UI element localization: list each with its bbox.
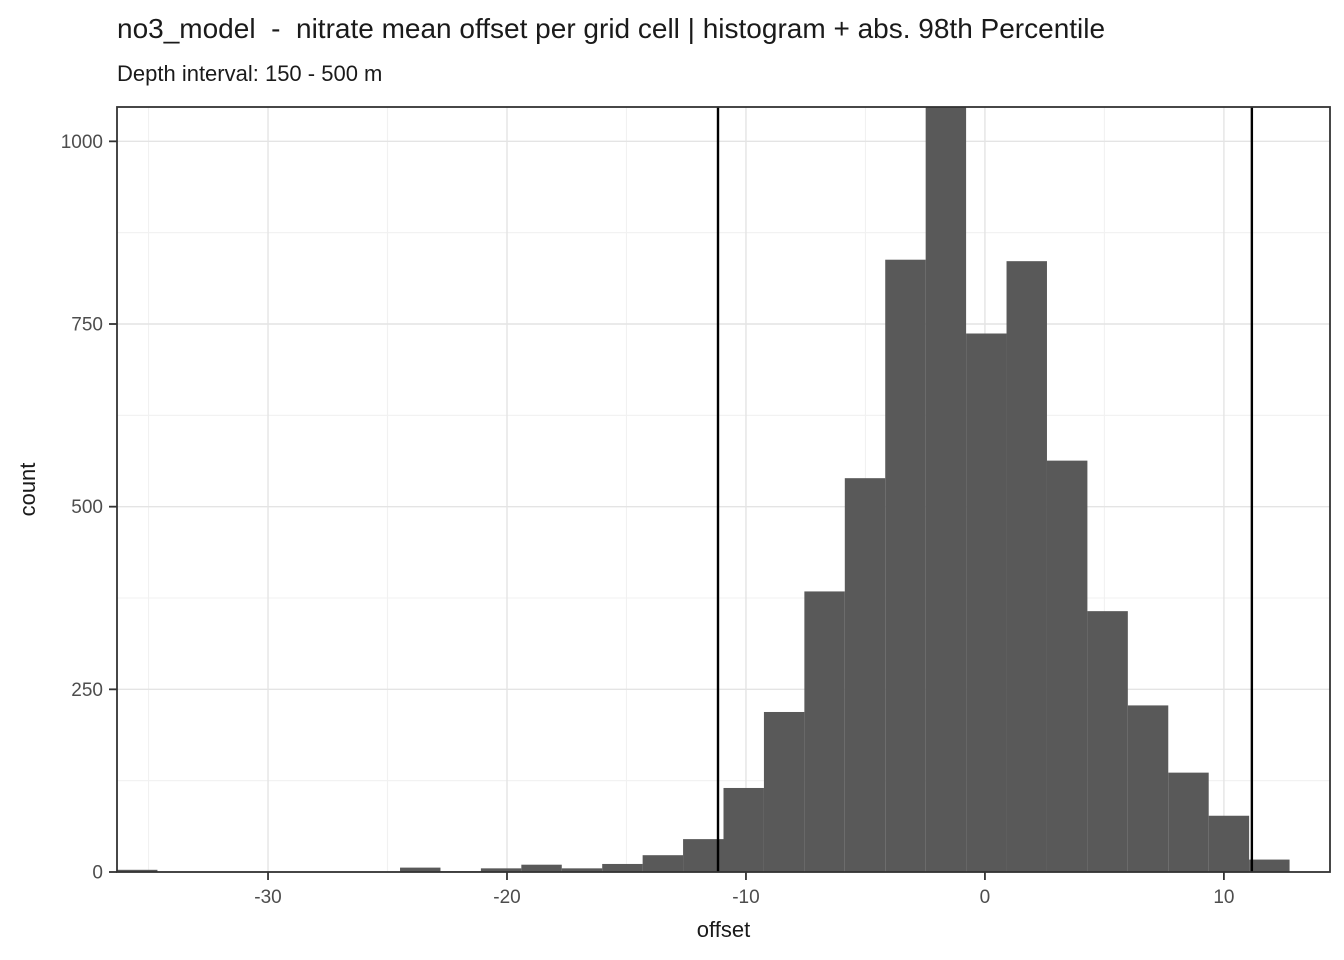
histogram-bar: [642, 855, 684, 872]
x-tick-label: -20: [493, 887, 520, 908]
histogram-bar: [400, 867, 441, 872]
histogram-bar: [561, 868, 603, 872]
histogram-bar: [480, 868, 522, 872]
x-axis-title: offset: [697, 917, 750, 942]
x-tick-label: 10: [1213, 887, 1234, 908]
percentile-lines-layer: [716, 107, 1254, 872]
bars-layer: [117, 107, 1290, 873]
histogram-bar: [521, 864, 562, 872]
histogram-bar: [1127, 705, 1169, 872]
histogram-bar: [117, 869, 158, 872]
histogram-bar: [966, 333, 1007, 873]
histogram-bar: [1168, 772, 1209, 872]
histogram-bar: [1046, 460, 1088, 872]
x-tick-label: 0: [980, 887, 991, 908]
histogram-bar: [763, 711, 805, 872]
histogram-bar: [1006, 261, 1047, 872]
histogram-bar: [885, 259, 926, 872]
axes-layer: -30 -20 -10 0 10 0 250 500 750 1000: [61, 132, 1235, 908]
histogram-bar: [1249, 859, 1290, 872]
panel-border: [116, 106, 1331, 873]
figure-title: no3_model - nitrate mean offset per grid…: [117, 13, 1106, 44]
frame-layer: [116, 106, 1331, 873]
x-tick-label: -10: [732, 887, 759, 908]
histogram-bar: [1087, 611, 1128, 872]
y-tick-label: 500: [71, 497, 103, 518]
y-tick-label: 250: [71, 680, 103, 701]
y-tick-label: 1000: [61, 132, 103, 153]
figure-subtitle: Depth interval: 150 - 500 m: [117, 61, 383, 86]
y-tick-label: 0: [92, 863, 103, 884]
histogram-bar: [683, 839, 724, 872]
y-axis-title: count: [15, 463, 40, 517]
histogram-bar: [723, 787, 764, 872]
histogram-bar: [804, 591, 845, 872]
histogram-bar: [925, 107, 967, 872]
histogram-bar: [602, 863, 643, 872]
x-tick-label: -30: [254, 887, 281, 908]
y-tick-label: 750: [71, 315, 103, 336]
histogram-bar: [1208, 815, 1250, 872]
histogram-bar: [844, 478, 886, 872]
